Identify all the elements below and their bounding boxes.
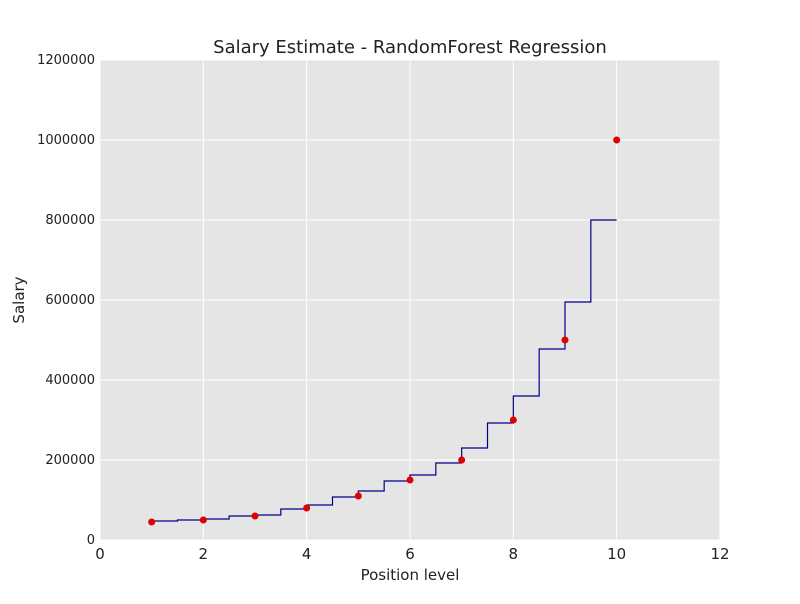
y-tick-label: 600000 bbox=[45, 293, 95, 308]
data-point bbox=[199, 516, 207, 524]
data-point bbox=[251, 512, 259, 520]
x-tick-label: 8 bbox=[509, 545, 519, 563]
y-tick-label: 800000 bbox=[45, 213, 95, 228]
x-tick-label: 10 bbox=[607, 545, 626, 563]
x-tick-label: 0 bbox=[95, 545, 105, 563]
data-point bbox=[509, 416, 517, 424]
data-point bbox=[406, 476, 414, 484]
data-point bbox=[148, 518, 156, 526]
y-tick-label: 1200000 bbox=[37, 53, 95, 68]
x-tick-label: 4 bbox=[302, 545, 312, 563]
data-point bbox=[561, 336, 569, 344]
data-point bbox=[458, 456, 466, 464]
data-point bbox=[303, 504, 311, 512]
y-tick-label: 0 bbox=[87, 533, 95, 548]
chart-title: Salary Estimate - RandomForest Regressio… bbox=[213, 37, 607, 58]
step-line bbox=[151, 219, 617, 522]
x-tick-label: 6 bbox=[405, 545, 415, 563]
y-tick-label: 400000 bbox=[45, 373, 95, 388]
y-axis-label: Salary bbox=[10, 276, 28, 323]
y-tick-label: 200000 bbox=[45, 453, 95, 468]
x-tick-label: 12 bbox=[710, 545, 729, 563]
x-tick-label: 2 bbox=[199, 545, 209, 563]
x-axis-label: Position level bbox=[361, 566, 460, 584]
data-point bbox=[613, 136, 621, 144]
data-point bbox=[354, 492, 362, 500]
y-tick-label: 1000000 bbox=[37, 133, 95, 148]
